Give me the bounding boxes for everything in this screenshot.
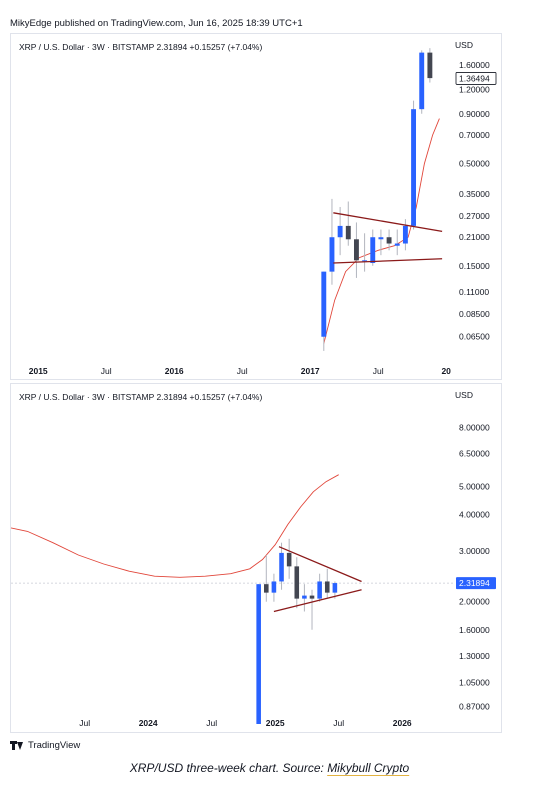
candle-body[interactable]: [362, 260, 368, 262]
x-tick-label-top: 2016: [165, 366, 184, 376]
y-tick-label-top: 0.11000: [459, 287, 489, 297]
y-tick-label-bottom: 6.50000: [459, 449, 490, 459]
candle-body[interactable]: [427, 52, 433, 79]
candle-body[interactable]: [309, 595, 315, 599]
x-tick-label-bottom: Jul: [79, 718, 90, 728]
x-tick-label-top: Jul: [373, 366, 384, 376]
candle-body[interactable]: [302, 595, 307, 599]
candle-body[interactable]: [329, 237, 335, 272]
chart-svg-bottom[interactable]: 8.00000 6.50000 5.00000 4.00000 3.00000 2.000…: [11, 384, 501, 732]
y-tick-label-top: 1.20000: [459, 84, 490, 94]
y-tick-label-top: 0.90000: [459, 109, 490, 119]
caption-source-link[interactable]: Mikybull Crypto: [327, 761, 410, 775]
candle-body[interactable]: [394, 243, 400, 246]
x-tick-label-top: 2015: [29, 366, 48, 376]
price-label-top: 1.36494: [455, 72, 497, 85]
y-tick-label-top: 0.27000: [459, 211, 490, 221]
chart-panel-top[interactable]: 1.60000 1.20000 0.90000 0.70000 0.50000 0.350…: [10, 33, 502, 380]
candle-body[interactable]: [378, 237, 384, 240]
x-tick-label-top: 20: [441, 366, 451, 376]
y-tick-label-bottom: 1.60000: [459, 625, 490, 635]
figure-caption: XRP/USD three-week chart. Source: Mikybu…: [0, 761, 539, 775]
y-tick-label-top: 1.60000: [459, 60, 490, 70]
candle-body[interactable]: [345, 225, 351, 240]
chart-legend-top: XRP / U.S. Dollar · 3W · BITSTAMP 2.3189…: [19, 42, 263, 52]
chart-legend-bottom: XRP / U.S. Dollar · 3W · BITSTAMP 2.3189…: [19, 392, 263, 402]
chart-panel-bottom[interactable]: 8.00000 6.50000 5.00000 4.00000 3.00000 2.000…: [10, 383, 502, 733]
candle-body[interactable]: [337, 225, 343, 238]
candle-body[interactable]: [402, 225, 408, 244]
y-tick-label-bottom: 2.00000: [459, 597, 490, 607]
x-tick-label-top: Jul: [237, 366, 248, 376]
tradingview-footer[interactable]: TradingView: [10, 740, 80, 751]
candle-body[interactable]: [324, 581, 330, 593]
y-tick-label-top: 0.15000: [459, 261, 490, 271]
candle-body[interactable]: [317, 581, 322, 599]
x-tick-label-bottom: Jul: [333, 718, 344, 728]
currency-label-top: USD: [455, 40, 473, 50]
trendline[interactable]: [333, 258, 443, 264]
y-tick-label-bottom: 5.00000: [459, 482, 490, 492]
candle-body[interactable]: [419, 52, 425, 110]
y-tick-label-top: 0.06500: [459, 332, 490, 342]
trendline[interactable]: [273, 589, 362, 613]
candle-body[interactable]: [294, 566, 300, 599]
candle-body[interactable]: [332, 583, 338, 593]
x-tick-label-bottom: 2026: [393, 718, 412, 728]
y-tick-label-top: 0.35000: [459, 189, 490, 199]
trendline[interactable]: [333, 212, 443, 233]
x-tick-label-top: Jul: [101, 366, 112, 376]
candle-body[interactable]: [271, 581, 277, 593]
chart-svg-top[interactable]: 1.60000 1.20000 0.90000 0.70000 0.50000 0.350…: [11, 34, 501, 379]
y-tick-label-top: 0.08500: [459, 309, 490, 319]
candle-body[interactable]: [256, 584, 261, 724]
price-label-text: 2.31894: [459, 578, 490, 588]
y-tick-label-bottom: 4.00000: [459, 510, 490, 520]
candle-body[interactable]: [264, 584, 269, 593]
x-tick-label-bottom: 2025: [266, 718, 285, 728]
y-tick-label-bottom: 0.87000: [459, 701, 490, 711]
x-tick-label-top: 2017: [301, 366, 320, 376]
y-tick-label-top: 0.70000: [459, 130, 490, 140]
candle-body[interactable]: [279, 552, 284, 582]
x-tick-label-bottom: 2024: [139, 718, 158, 728]
candle-body[interactable]: [286, 552, 292, 567]
y-tick-label-bottom: 1.05000: [459, 678, 490, 688]
moving-average-line: [323, 118, 440, 344]
currency-label-bottom: USD: [455, 390, 473, 400]
y-tick-label-top: 0.21000: [459, 232, 490, 242]
candle-body[interactable]: [386, 237, 392, 244]
candle-body[interactable]: [411, 109, 417, 226]
price-label-bottom: 2.31894: [456, 577, 496, 590]
candle-body[interactable]: [370, 237, 376, 264]
price-label-text: 1.36494: [459, 73, 490, 83]
published-line: MikyEdge published on TradingView.com, J…: [10, 18, 303, 29]
y-tick-label-top: 0.50000: [459, 159, 490, 169]
y-tick-label-bottom: 8.00000: [459, 423, 490, 433]
y-tick-label-bottom: 1.30000: [459, 651, 490, 661]
candle-body[interactable]: [353, 239, 359, 261]
candle-body[interactable]: [321, 271, 327, 337]
moving-average-line: [11, 474, 339, 578]
tradingview-brand: TradingView: [28, 740, 81, 751]
x-tick-label-bottom: Jul: [206, 718, 217, 728]
caption-text: XRP/USD three-week chart. Source:: [129, 761, 328, 775]
y-tick-label-bottom: 3.00000: [459, 546, 490, 556]
tradingview-logo-icon: [10, 741, 24, 750]
trendline[interactable]: [278, 546, 362, 583]
